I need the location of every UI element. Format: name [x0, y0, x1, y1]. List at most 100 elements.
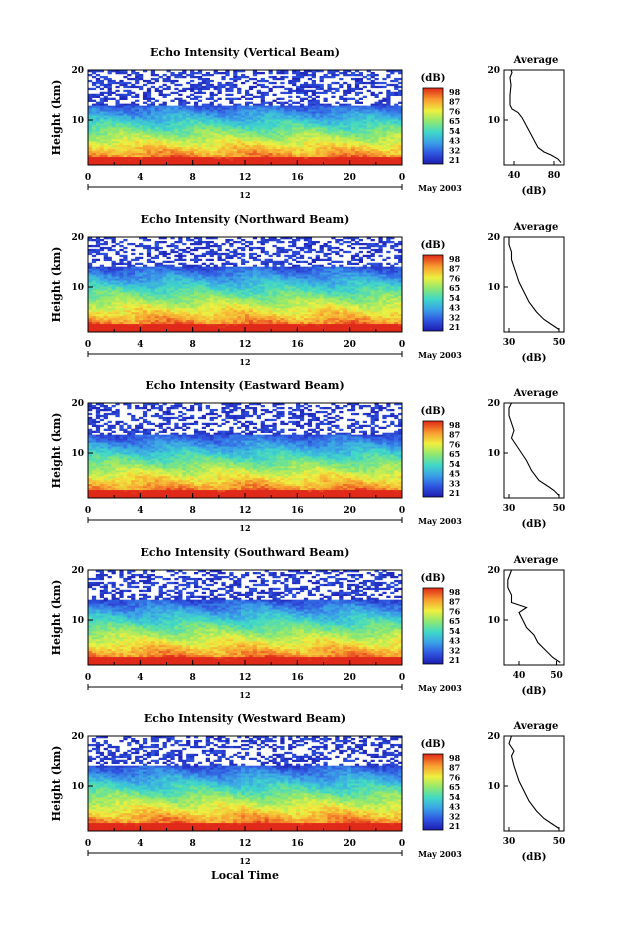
- heatmap-cell: [311, 278, 316, 281]
- heatmap-cell: [366, 262, 371, 266]
- heatmap-cell: [99, 159, 104, 162]
- heatmap-cell: [398, 119, 403, 122]
- heatmap-cell: [111, 131, 116, 134]
- heatmap-cell: [343, 240, 348, 244]
- heatmap-cell: [213, 133, 218, 136]
- heatmap-cell: [95, 282, 101, 285]
- heatmap-cell: [272, 296, 277, 299]
- heatmap-cell: [162, 284, 167, 287]
- heatmap-cell: [127, 93, 132, 97]
- heatmap-cell: [158, 135, 163, 138]
- heatmap-cell: [292, 119, 297, 122]
- heatmap-cell: [115, 137, 120, 140]
- heatmap-cell: [268, 266, 273, 269]
- heatmap-cell: [88, 262, 93, 266]
- heatmap-cell: [115, 294, 120, 297]
- heatmap-cell: [319, 284, 324, 287]
- heatmap-cell: [233, 137, 238, 140]
- heatmap-cell: [150, 159, 156, 162]
- heatmap-cell: [299, 139, 305, 142]
- heatmap-cell: [394, 159, 399, 162]
- heatmap-cell: [343, 288, 348, 291]
- heatmap-cell: [327, 266, 332, 269]
- heatmap-cell: [339, 151, 344, 154]
- heatmap-cell: [182, 298, 187, 301]
- heatmap-cell: [241, 288, 246, 291]
- heatmap-cell: [123, 238, 128, 242]
- heatmap-cell: [354, 274, 360, 277]
- heatmap-cell: [88, 133, 93, 136]
- heatmap-cell: [119, 105, 124, 108]
- heatmap-cell: [292, 272, 297, 275]
- heatmap-cell: [139, 153, 144, 156]
- heatmap-cell: [370, 139, 375, 142]
- heatmap-cell: [382, 155, 387, 158]
- heatmap-cell: [182, 141, 187, 144]
- heatmap-cell: [268, 288, 273, 291]
- heatmap-cell: [331, 278, 336, 281]
- heatmap-cell: [142, 264, 148, 267]
- heatmap-cell: [99, 141, 104, 144]
- heatmap-cell: [354, 276, 360, 279]
- heatmap-cell: [296, 127, 301, 130]
- heatmap-cell: [292, 153, 297, 156]
- heatmap-cell: [241, 121, 246, 124]
- heatmap-cell: [182, 133, 187, 136]
- heatmap-cell: [162, 268, 167, 271]
- heatmap-cell: [339, 282, 344, 285]
- heatmap-cell: [241, 131, 246, 134]
- heatmap-cell: [358, 260, 364, 264]
- heatmap-cell: [119, 97, 124, 100]
- heatmap-cell: [335, 119, 340, 122]
- heatmap-cell: [193, 147, 199, 150]
- heatmap-cell: [347, 250, 352, 254]
- heatmap-cell: [170, 129, 175, 132]
- heatmap-cell: [217, 163, 222, 166]
- heatmap-cell: [315, 127, 320, 130]
- heatmap-cell: [256, 280, 261, 283]
- heatmap-cell: [276, 147, 281, 150]
- heatmap-cell: [193, 296, 199, 299]
- heatmap-cell: [154, 119, 159, 122]
- heatmap-cell: [311, 103, 316, 106]
- heatmap-cell: [331, 272, 336, 275]
- heatmap-cell: [370, 157, 375, 160]
- heatmap-cell: [370, 163, 375, 166]
- heatmap-cell: [162, 270, 167, 273]
- heatmap-cell: [311, 163, 316, 166]
- heatmap-cell: [339, 296, 344, 299]
- heatmap-cell: [237, 286, 242, 289]
- heatmap-cell: [343, 151, 348, 154]
- heatmap-cell: [91, 155, 97, 158]
- heatmap-cell: [205, 83, 210, 87]
- heatmap-cell: [221, 272, 226, 275]
- heatmap-cell: [229, 244, 234, 248]
- heatmap-cell: [354, 296, 360, 299]
- heatmap-cell: [268, 157, 273, 160]
- heatmap-cell: [205, 240, 210, 244]
- heatmap-cell: [307, 282, 313, 285]
- heatmap-cell: [150, 149, 156, 152]
- colorbar: [422, 87, 444, 165]
- heatmap-cell: [225, 248, 230, 252]
- heatmap-cell: [197, 109, 203, 112]
- heatmap-cell: [366, 237, 371, 240]
- heatmap-cell: [386, 290, 391, 293]
- heatmap-cell: [350, 125, 356, 128]
- heatmap-cell: [241, 135, 246, 138]
- heatmap-cell: [221, 149, 226, 152]
- heatmap-cell: [233, 266, 238, 269]
- heatmap-cell: [386, 73, 391, 77]
- heatmap-cell: [233, 119, 238, 122]
- heatmap-cell: [280, 163, 285, 166]
- heatmap-cell: [229, 141, 234, 144]
- heatmap-cell: [378, 127, 383, 130]
- heatmap-cell: [390, 141, 395, 144]
- heatmap-cell: [99, 125, 104, 128]
- heatmap-cell: [162, 151, 167, 154]
- heatmap-cell: [323, 111, 328, 114]
- heatmap-cell: [103, 161, 108, 164]
- heatmap-cell: [374, 244, 379, 248]
- heatmap-cell: [158, 157, 163, 160]
- heatmap-cell: [139, 139, 144, 142]
